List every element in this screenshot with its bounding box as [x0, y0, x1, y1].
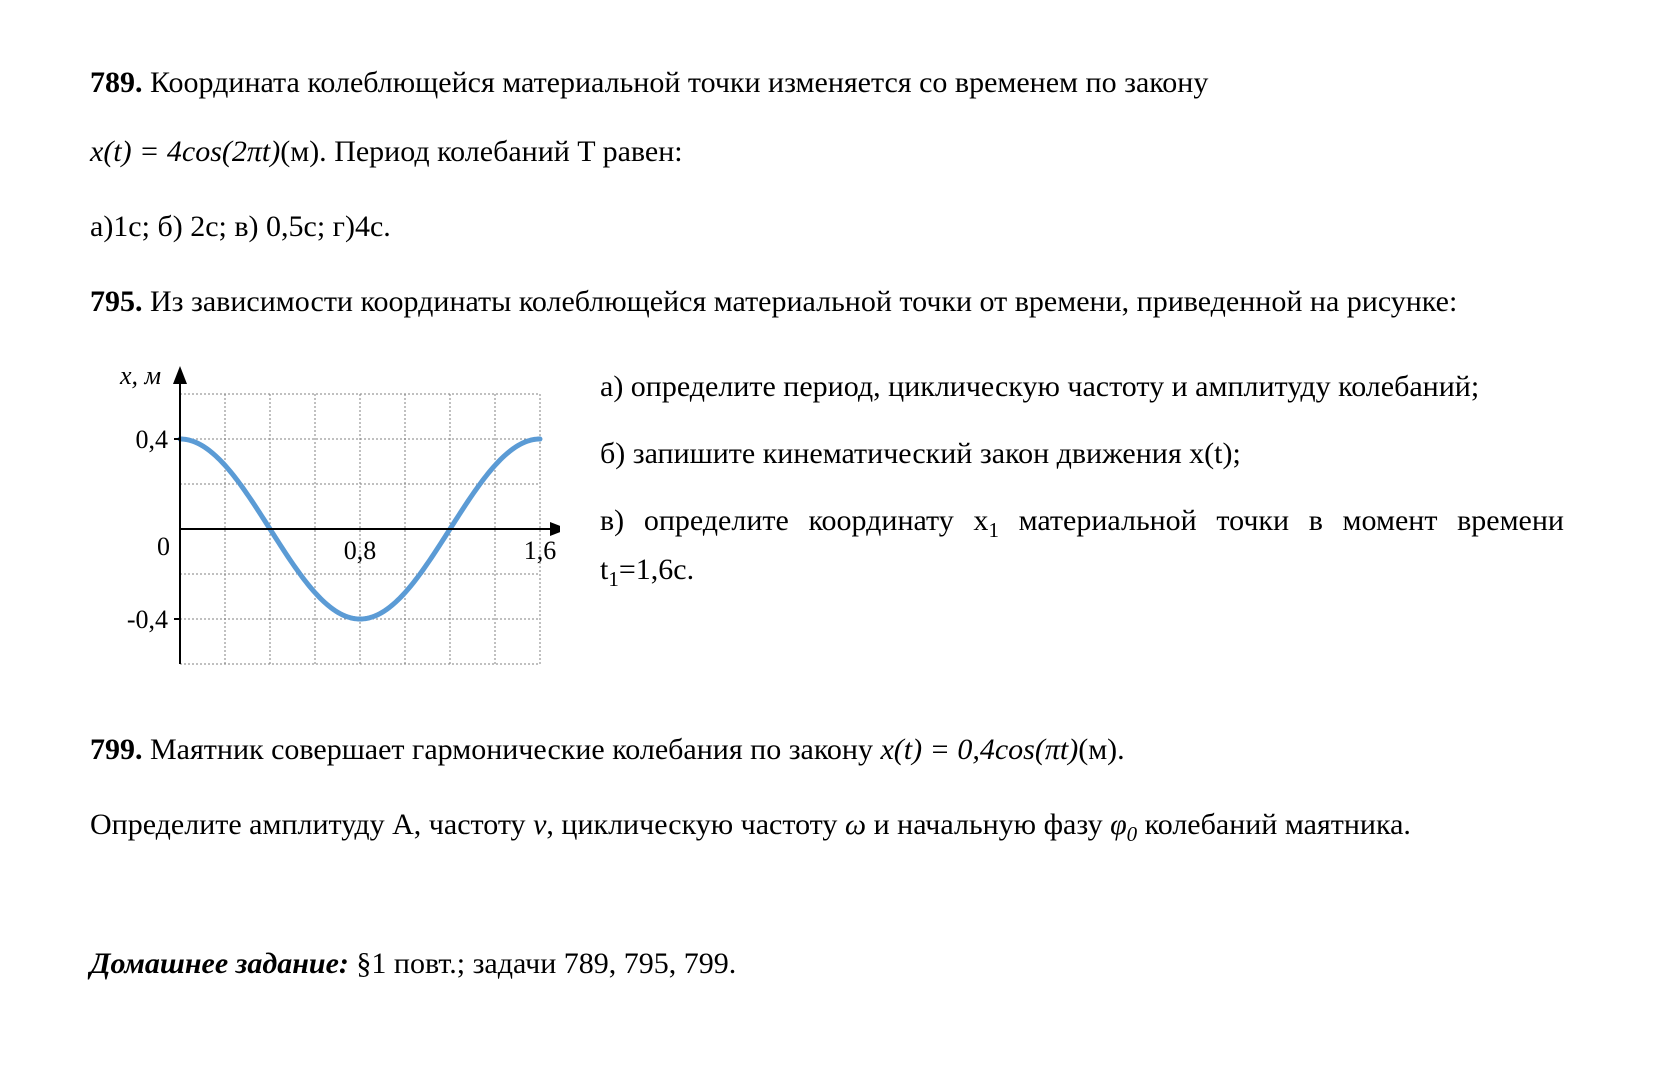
problem-799-line2: Определите амплитуду A, частоту ν, цикли… [90, 802, 1564, 851]
item-c-sub2: 1 [608, 567, 619, 591]
problem-795-intro-text: Из зависимости координаты колеблющейся м… [143, 285, 1458, 318]
problem-799: 799. Маятник совершает гармонические кол… [90, 727, 1564, 851]
p799-t2p2: , циклическую частоту [546, 808, 845, 841]
page: 789. Координата колеблющейся материально… [0, 0, 1654, 1076]
chart-svg: 0,4-0,400,81,6x, мt, с [90, 354, 560, 684]
svg-text:0: 0 [157, 532, 170, 561]
problem-789-answers: а)1с; б) 2с; в) 0,5с; г)4с. [90, 204, 1564, 249]
svg-text:0,4: 0,4 [136, 425, 169, 454]
problem-795-items: а) определите период, циклическую частот… [600, 354, 1564, 617]
problem-795-row: 0,4-0,400,81,6x, мt, с а) определите пер… [90, 354, 1564, 697]
problem-795: 795. Из зависимости координаты колеблюще… [90, 279, 1564, 697]
item-c-sub1: 1 [988, 518, 999, 542]
problem-789-text1: Координата колеблющейся материальной точ… [143, 66, 1209, 99]
svg-text:1,6: 1,6 [524, 536, 557, 565]
problem-789-number: 789. [90, 66, 143, 99]
problem-795-intro: 795. Из зависимости координаты колеблюще… [90, 279, 1564, 324]
chart-container: 0,4-0,400,81,6x, мt, с [90, 354, 560, 697]
homework-label: Домашнее задание: [90, 947, 349, 980]
problem-789-line2: x(t) = 4cos(2πt)(м). Период колебаний T … [90, 129, 1564, 174]
problem-795-number: 795. [90, 285, 143, 318]
homework: Домашнее задание: §1 повт.; задачи 789, … [90, 941, 1564, 986]
problem-799-number: 799. [90, 733, 143, 766]
problem-789-formula: x(t) = 4cos(2πt) [90, 135, 280, 168]
svg-text:x, м: x, м [119, 361, 161, 390]
problem-799-line1: 799. Маятник совершает гармонические кол… [90, 727, 1564, 772]
svg-text:-0,4: -0,4 [127, 605, 168, 634]
item-c-part3: =1,6с. [619, 553, 694, 586]
p799-nu: ν [533, 808, 546, 841]
homework-line: Домашнее задание: §1 повт.; задачи 789, … [90, 941, 1564, 986]
p799-phi: φ [1110, 808, 1127, 841]
problem-795-item-b: б) запишите кинематический закон движени… [600, 431, 1564, 476]
p799-t2p1: Определите амплитуду A, частоту [90, 808, 533, 841]
problem-789-text2: Период колебаний T равен: [327, 135, 683, 168]
problem-789: 789. Координата колеблющейся материально… [90, 60, 1564, 249]
problem-789-unit: (м). [280, 135, 326, 168]
problem-795-item-a: а) определите период, циклическую частот… [600, 364, 1564, 409]
item-c-part1: в) определите координату x [600, 504, 988, 537]
homework-text: §1 повт.; задачи 789, 795, 799. [349, 947, 736, 980]
p799-t2p3: и начальную фазу [866, 808, 1110, 841]
svg-text:0,8: 0,8 [344, 536, 377, 565]
problem-789-line1: 789. Координата колеблющейся материально… [90, 60, 1564, 105]
problem-799-text1: Маятник совершает гармонические колебани… [143, 733, 881, 766]
problem-795-item-c: в) определите координату x1 материальной… [600, 498, 1564, 595]
problem-799-unit: (м). [1078, 733, 1124, 766]
problem-799-formula: x(t) = 0,4cos(πt) [880, 733, 1078, 766]
p799-phi-sub: 0 [1127, 822, 1138, 846]
p799-omega: ω [845, 808, 866, 841]
p799-t2p4: колебаний маятника. [1137, 808, 1411, 841]
